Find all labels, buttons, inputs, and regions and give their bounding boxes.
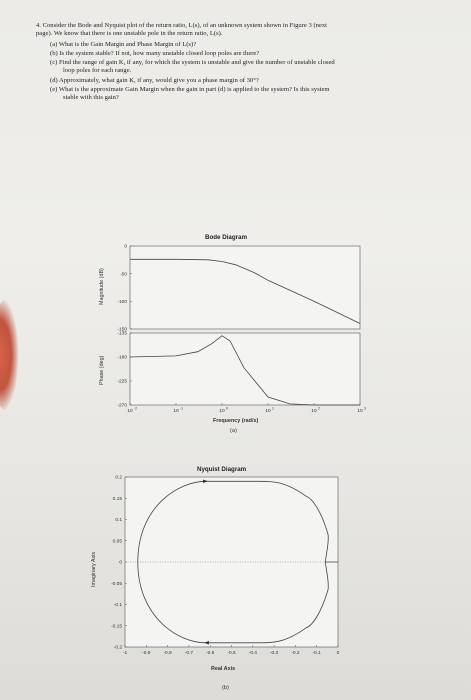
nyquist-y-tick-label: -0.1 <box>114 602 123 608</box>
bode-freq-tick-exponent: 1 <box>272 407 274 411</box>
question-line-2: page). We know that there is one unstabl… <box>36 30 223 37</box>
bode-freq-tick-exponent: -1 <box>180 407 183 411</box>
bode-freq-tick-exponent: -2 <box>134 407 137 411</box>
bode-freq-tick-label: 10 <box>219 408 225 414</box>
question-part-c-cont: loop poles for each range. <box>63 67 132 74</box>
nyquist-y-tick-label: 0 <box>119 560 122 566</box>
nyquist-y-tick-label: 0.1 <box>115 517 122 523</box>
bode-mag-tick-label: 0 <box>124 244 127 250</box>
nyquist-x-tick-label: 0 <box>337 650 340 656</box>
nyquist-arrow-bottom <box>203 640 209 645</box>
nyquist-y-tick-label: 0.15 <box>113 496 123 502</box>
nyquist-curve <box>137 480 338 644</box>
bode-mag-tick-label: -100 <box>117 299 127 305</box>
bode-freq-tick-exponent: 3 <box>364 407 366 411</box>
nyquist-xlabel: Real Axis <box>211 666 236 672</box>
bode-mag-tick-label: -150 <box>117 327 127 333</box>
nyquist-caption: (b) <box>222 685 229 691</box>
nyquist-x-tick-label: -0.7 <box>185 650 194 656</box>
bode-freq-tick-exponent: 2 <box>318 407 320 411</box>
nyquist-x-tick-label: -0.4 <box>249 650 258 656</box>
bode-xlabel: Frequency (rad/s) <box>213 418 259 424</box>
nyquist-y-tick-label: 0.05 <box>113 538 123 544</box>
bode-freq-tick-label: 10 <box>127 408 133 414</box>
question-part-c: (c) Find the range of gain K, if any, fo… <box>50 59 335 66</box>
bode-phase-tick-label: -270 <box>117 403 127 409</box>
bode-freq-tick-label: 10 <box>173 408 179 414</box>
nyquist-title: Nyquist Diagram <box>197 466 247 473</box>
bode-freq-tick-label: 10 <box>311 408 317 414</box>
bode-title: Bode Diagram <box>205 234 247 241</box>
question-part-d: (d) Approximately, what gain K, if any, … <box>50 77 259 84</box>
nyquist-arrow-top <box>202 479 208 484</box>
bode-freq-tick-exponent: 0 <box>226 407 228 411</box>
nyquist-y-tick-label: -0.05 <box>111 581 122 587</box>
nyquist-x-tick-label: -0.2 <box>291 650 300 656</box>
bode-magnitude-axes <box>129 245 361 330</box>
question-part-e-cont: stable with this gain? <box>63 94 119 101</box>
bode-phase-tick-label: -135 <box>117 331 127 337</box>
bode-phase-tick-label: -225 <box>117 379 127 385</box>
bode-mag-tick-label: -50 <box>120 271 127 277</box>
question-line-1: 4. Consider the Bode and Nyquist plot of… <box>36 22 327 29</box>
nyquist-x-tick-label: -0.3 <box>270 650 279 656</box>
nyquist-y-tick-label: 0.2 <box>115 475 122 481</box>
question-part-b: (b) Is the system stable? If not, how ma… <box>50 50 260 57</box>
nyquist-axes <box>124 476 339 648</box>
nyquist-x-tick-label: -0.6 <box>206 650 215 656</box>
bode-magnitude-line <box>130 258 361 324</box>
bode-freq-tick-label: 10 <box>357 408 363 414</box>
question-part-e: (e) What is the approximate Gain Margin … <box>50 86 330 93</box>
finger-shadow <box>0 300 18 410</box>
bode-caption: (a) <box>230 428 237 434</box>
bode-freq-tick-label: 10 <box>265 408 271 414</box>
nyquist-x-tick-label: -1 <box>123 650 128 656</box>
nyquist-y-tick-label: -0.2 <box>114 645 123 651</box>
question-part-a: (a) What is the Gain Margin and Phase Ma… <box>50 41 197 48</box>
nyquist-x-tick-label: -0.9 <box>142 650 151 656</box>
bode-phase-tick-label: -180 <box>117 355 127 361</box>
nyquist-x-tick-label: -0.8 <box>163 650 172 656</box>
nyquist-x-tick-label: -0.1 <box>313 650 322 656</box>
nyquist-x-tick-label: -0.5 <box>227 650 236 656</box>
bode-phase-line <box>129 335 360 406</box>
nyquist-y-tick-label: -0.15 <box>111 623 122 629</box>
